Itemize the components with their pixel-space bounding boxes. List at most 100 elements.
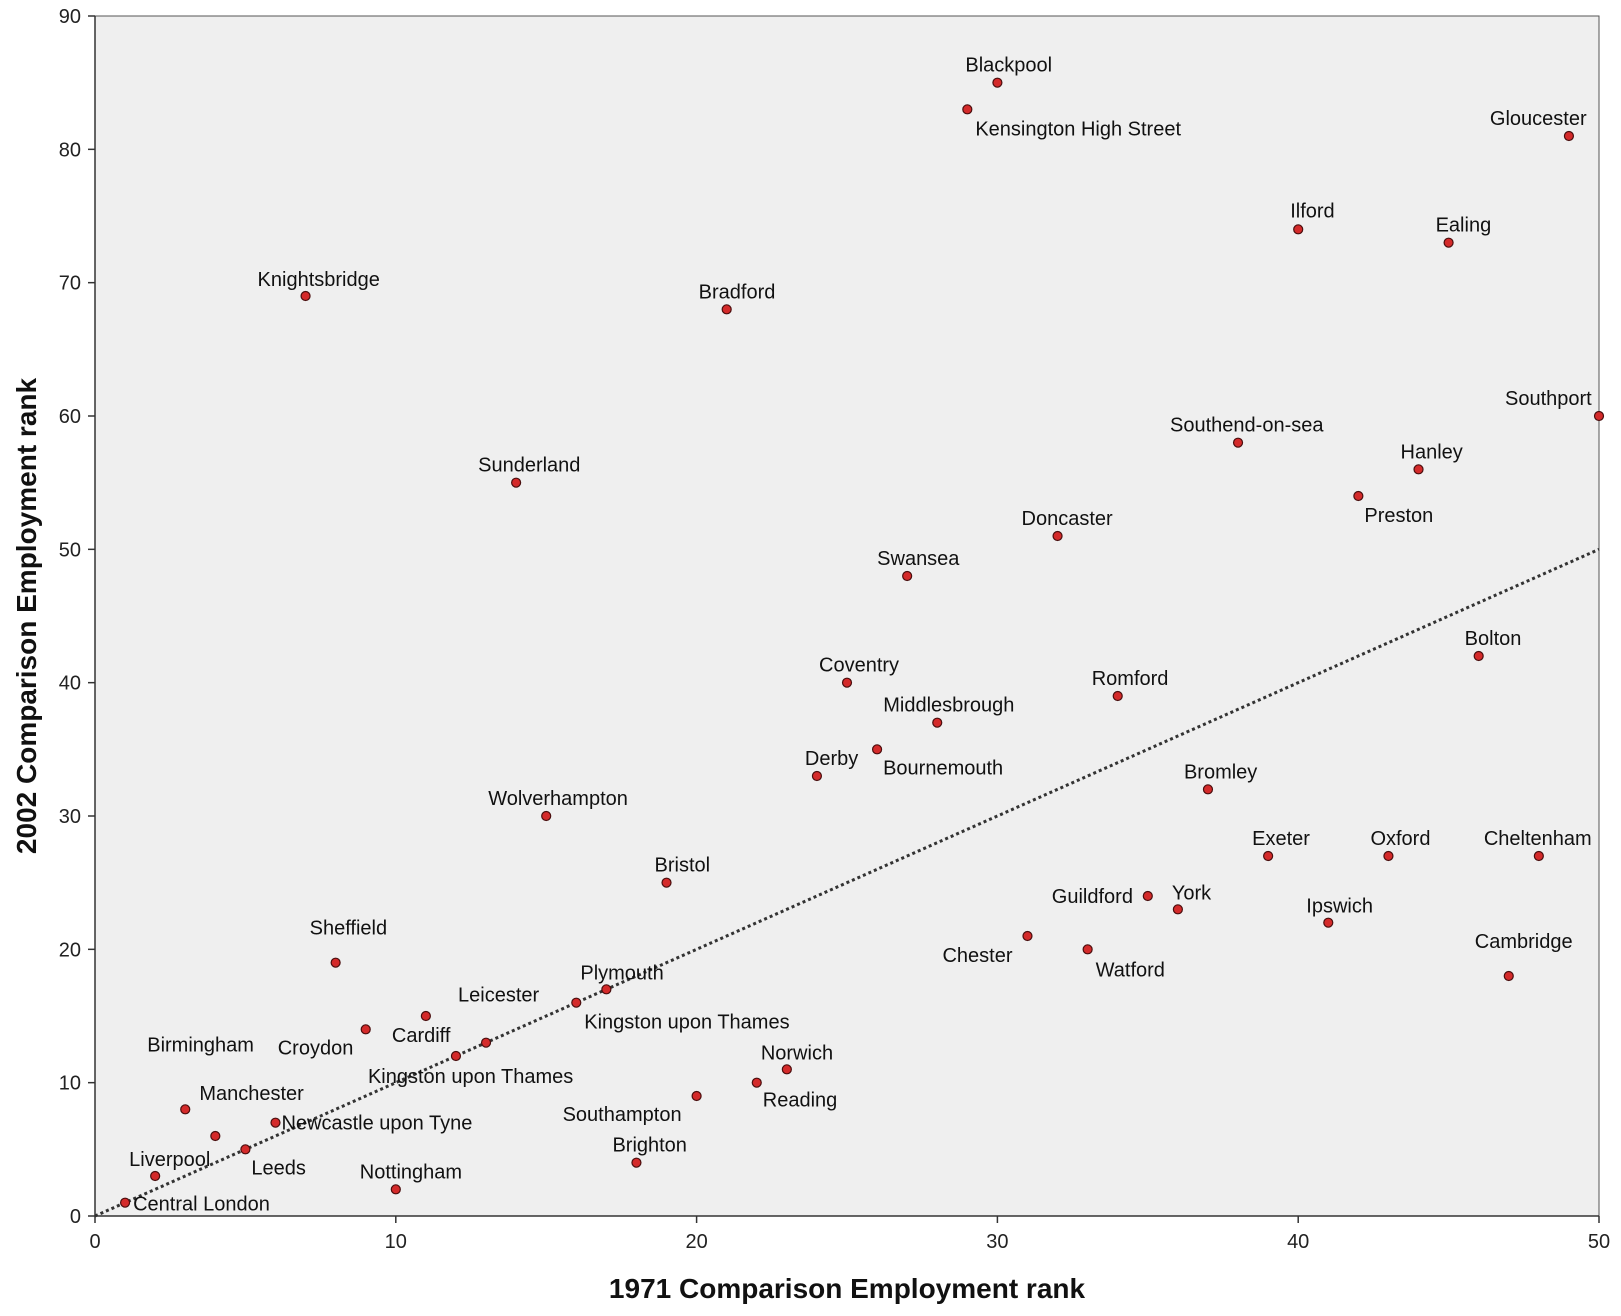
data-points [119,77,1605,1208]
data-point [1172,904,1183,915]
data-label: Bromley [1184,761,1257,783]
data-point [480,1037,492,1048]
y-tick-label: 60 [59,406,81,428]
data-point [1052,530,1063,542]
data-label: Exeter [1252,828,1310,850]
data-label: Norwich [761,1042,833,1064]
data-label: Cheltenham [1484,828,1592,850]
data-point [210,1130,221,1142]
data-label: Nottingham [360,1161,462,1183]
data-point [1112,690,1123,702]
data-point [1563,130,1575,142]
data-label: Doncaster [1022,508,1113,530]
data-point [992,77,1003,88]
data-label: Guildford [1052,886,1133,908]
y-tick-label: 80 [59,139,81,161]
data-point [1473,650,1484,662]
data-point [300,290,311,302]
y-tick-label: 40 [59,673,81,695]
data-point [119,1197,131,1208]
data-point [1503,970,1514,982]
data-label: Watford [1096,959,1165,981]
y-tick-label: 20 [59,939,81,961]
data-point [571,997,582,1008]
data-point [1353,490,1364,502]
data-label: Swansea [877,548,960,570]
x-tick-label: 40 [1287,1231,1309,1253]
data-label: Ealing [1436,215,1492,237]
data-label: Southend-on-sea [1170,415,1324,437]
plot-background [94,15,1600,1217]
data-point [1593,410,1605,422]
axes: 0 10 20 30 40 50 0 10 20 30 40 50 60 70 80 90 [59,6,1610,1253]
data-label: Kensington High Street [975,118,1181,140]
data-label: Birmingham [147,1034,254,1056]
data-point [1263,850,1274,862]
data-label: Reading [763,1090,838,1112]
data-label: Sunderland [478,455,580,477]
x-tick-label: 0 [89,1231,100,1253]
data-label: Central London [133,1194,270,1216]
data-point [150,1170,161,1182]
data-label: Bournemouth [883,757,1003,779]
data-label: Romford [1092,668,1169,690]
data-label: Middlesbrough [883,695,1014,717]
data-label: Ilford [1290,200,1334,222]
data-label: Newcastle upon Tyne [281,1113,472,1135]
data-label: Liverpool [129,1149,210,1171]
data-point [751,1077,762,1088]
data-label: Sheffield [310,918,387,940]
data-point [1323,917,1334,928]
data-point [1293,224,1304,235]
data-point [661,877,672,888]
data-label: Bolton [1465,628,1522,650]
data-point [390,1184,401,1195]
data-point [691,1090,702,1102]
data-point [1202,784,1214,795]
y-axis-title: 2002 Comparison Employment rank [11,378,42,855]
data-label: Preston [1364,505,1433,527]
x-axis-title: 1971 Comparison Employment rank [609,1273,1086,1304]
data-label: Brighton [612,1135,687,1157]
data-point [330,957,341,968]
data-point [962,104,973,115]
data-point [450,1050,462,1062]
data-label: Southampton [563,1104,682,1126]
data-label: Cambridge [1475,931,1573,953]
data-label: Knightsbridge [258,269,380,291]
data-point [360,1024,371,1035]
data-label: Hanley [1401,441,1463,463]
data-point [270,1117,281,1128]
reference-line-layer [94,547,1600,1218]
data-point [871,744,883,755]
data-label: York [1172,882,1212,904]
data-label: Southport [1505,388,1592,410]
data-label: Kingston upon Thames [368,1066,573,1088]
data-point [1022,930,1033,942]
data-labels: Central London Liverpool Birmingham Manches… [129,55,1592,1216]
y-tick-label: 10 [59,1073,81,1095]
data-label: Bradford [699,281,776,303]
data-label: Kingston upon Thames [584,1012,789,1034]
data-point [1533,850,1544,862]
data-point [1082,944,1093,955]
y-tick-label: 70 [59,273,81,295]
x-tick-label: 10 [385,1231,407,1253]
data-point [541,810,552,822]
data-point [1383,850,1394,862]
data-point [1142,890,1153,902]
y-tick-label: 90 [59,6,81,28]
data-point [601,984,612,995]
data-point [180,1104,191,1115]
data-point [781,1064,792,1075]
y-tick-label: 0 [70,1206,81,1228]
data-point [811,770,823,782]
data-label: Ipswich [1306,896,1373,918]
data-point [631,1157,642,1168]
data-point [721,304,732,315]
data-point [902,570,913,582]
x-tick-label: 20 [685,1231,707,1253]
data-label: Wolverhampton [488,788,628,810]
